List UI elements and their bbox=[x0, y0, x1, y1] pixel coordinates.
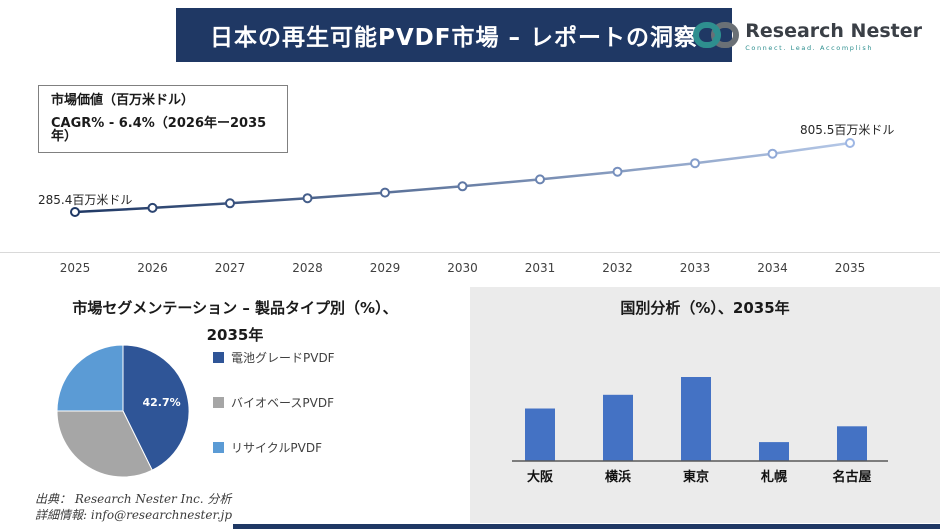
x-tick-label: 2030 bbox=[447, 261, 478, 275]
legend-swatch-recycled bbox=[213, 441, 224, 453]
x-tick-label: 2026 bbox=[137, 261, 168, 275]
legend-label: 電池グレードPVDF bbox=[231, 350, 335, 365]
legend-item: 電池グレードPVDF bbox=[213, 349, 335, 365]
bar-category-label: 名古屋 bbox=[832, 469, 871, 485]
bar-panel: 国別分析（%）、2035年 大阪 横浜 東京 札幌 名古屋 bbox=[470, 287, 940, 523]
legend-swatch-bio-based bbox=[213, 396, 224, 408]
bar-category-label: 横浜 bbox=[605, 469, 631, 485]
logo-tagline: Connect. Lead. Accomplish bbox=[745, 43, 874, 52]
pie-data-label: 42.7% bbox=[143, 396, 181, 409]
x-tick-label: 2031 bbox=[524, 261, 556, 275]
bar-category-label: 東京 bbox=[683, 469, 709, 485]
pie-chart-svg: 42.7% bbox=[56, 344, 190, 478]
source-note: 出典： Research Nester Inc. 分析 bbox=[35, 492, 232, 506]
logo: Research Nester Connect. Lead. Accomplis… bbox=[693, 16, 922, 58]
bar-category-label: 札幌 bbox=[760, 469, 787, 485]
bottom-accent-bar bbox=[233, 524, 940, 529]
x-tick-label: 2035 bbox=[834, 261, 866, 275]
page-title: 日本の再生可能PVDF市場 – レポートの洞察 bbox=[210, 25, 698, 51]
pie-panel: 市場セグメンテーション – 製品タイプ別（%）、 2035年 42.7% 電池グ… bbox=[0, 287, 470, 503]
x-tick-label: 2025 bbox=[59, 261, 91, 275]
contact-note: 詳細情報: info@researchnester.jp bbox=[35, 508, 233, 523]
x-tick-label: 2027 bbox=[214, 261, 246, 275]
x-axis-labels: 2025 2026 2027 2028 2029 2030 2031 2032 2033 2034… bbox=[0, 261, 940, 277]
bar-chart-svg: 大阪 横浜 東京 札幌 名古屋 bbox=[512, 377, 888, 485]
cagr-label: CAGR% - 6.4%（2026年ー2035年） bbox=[51, 116, 267, 144]
logo-text: Research Nester Connect. Lead. Accomplis… bbox=[745, 20, 922, 52]
footer: 出典： Research Nester Inc. 分析 詳細情報: info@r… bbox=[35, 491, 232, 523]
header-banner: 日本の再生可能PVDF市場 – レポートの洞察 bbox=[176, 8, 732, 62]
line-end-value-label: 805.5百万米ドル bbox=[800, 123, 895, 137]
logo-brand-name: Research Nester bbox=[745, 20, 922, 43]
x-tick-label: 2034 bbox=[757, 261, 788, 275]
pie-legend: 電池グレードPVDF バイオベースPVDF リサイクルPVDF bbox=[213, 349, 335, 484]
pie-chart-title: 市場セグメンテーション – 製品タイプ別（%）、 bbox=[72, 299, 398, 317]
legend-swatch-battery-grade bbox=[213, 351, 224, 363]
market-value-label: 市場価値（百万米ドル） bbox=[51, 93, 195, 108]
bar-chart-title: 国別分析（%）、2035年 bbox=[620, 299, 790, 317]
legend-label: バイオベースPVDF bbox=[231, 395, 334, 410]
pie-chart-title-line2: 2035年 bbox=[206, 326, 264, 344]
line-start-value-label: 285.4百万米ドル bbox=[38, 193, 133, 207]
legend-label: リサイクルPVDF bbox=[231, 440, 322, 455]
bar-category-label: 大阪 bbox=[527, 469, 554, 485]
x-axis-divider bbox=[0, 252, 940, 253]
market-value-info-box: 市場価値（百万米ドル） CAGR% - 6.4%（2026年ー2035年） bbox=[38, 85, 288, 153]
x-tick-label: 2029 bbox=[369, 261, 401, 275]
x-tick-label: 2028 bbox=[292, 261, 323, 275]
legend-item: バイオベースPVDF bbox=[213, 394, 335, 410]
chain-link-icon bbox=[693, 16, 740, 58]
x-tick-label: 2032 bbox=[602, 261, 633, 275]
x-tick-label: 2033 bbox=[679, 261, 711, 275]
legend-item: リサイクルPVDF bbox=[213, 439, 335, 455]
line-chart-svg bbox=[70, 138, 855, 217]
